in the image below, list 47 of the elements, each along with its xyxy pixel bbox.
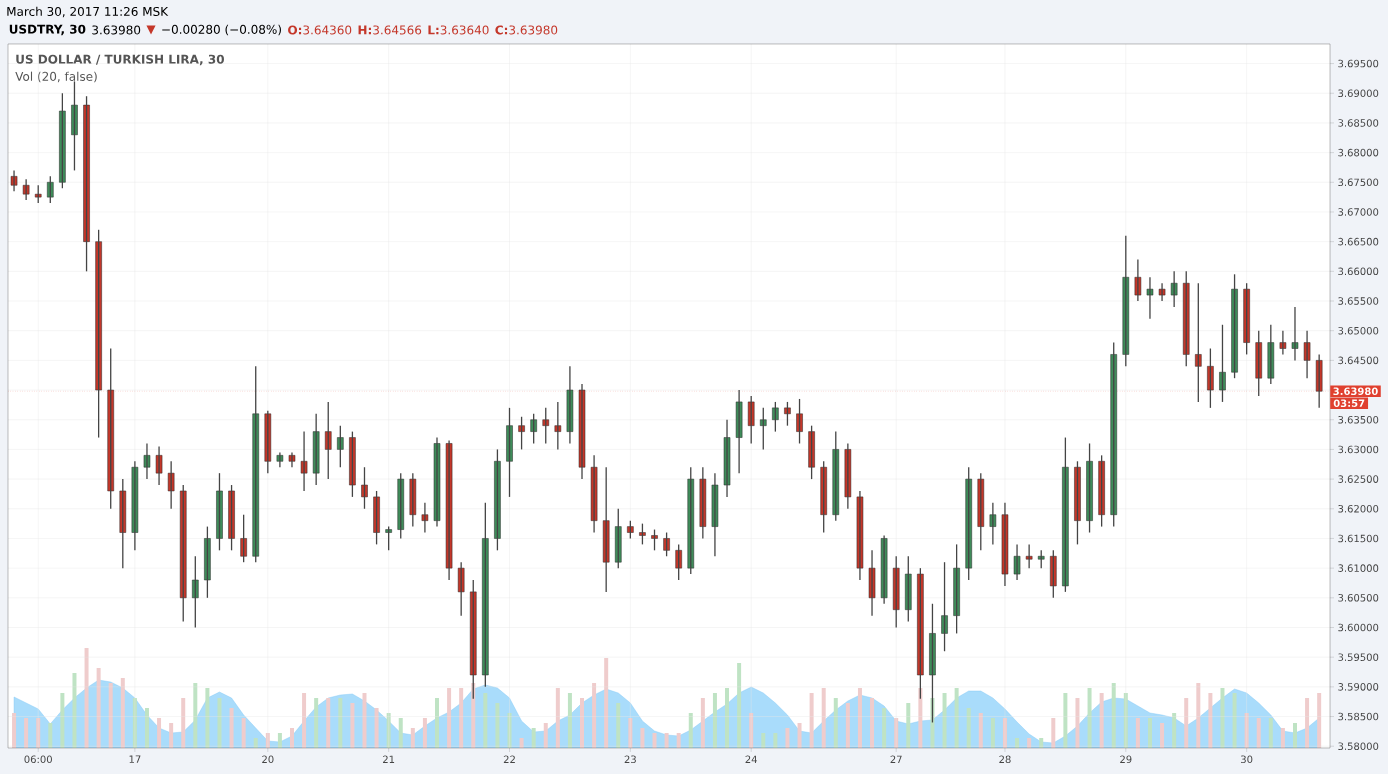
x-tick-label: 30 — [1241, 755, 1253, 764]
y-tick-label: 3.62000 — [1338, 504, 1379, 513]
y-tick-label: 3.69500 — [1338, 59, 1379, 68]
y-tick-label: 3.66000 — [1338, 267, 1379, 276]
y-tick-label: 3.66500 — [1338, 237, 1379, 246]
text: H:3.64566 — [358, 25, 422, 35]
y-tick-label: 3.64500 — [1338, 356, 1379, 365]
y-tick-label: 3.67500 — [1338, 178, 1379, 187]
y-tick-label: 3.60500 — [1338, 594, 1379, 602]
y-tick-label: 3.69000 — [1338, 89, 1379, 98]
text: O:3.64360 — [288, 25, 352, 35]
x-tick-label: 27 — [890, 755, 902, 763]
y-tick-label: 3.63000 — [1338, 445, 1379, 454]
x-tick-label: 20 — [262, 755, 274, 764]
x-tick-label: 24 — [745, 755, 757, 763]
text: US DOLLAR / TURKISH LIRA, 30 — [16, 54, 224, 66]
text: L:3.63640 — [428, 25, 489, 35]
text: −0.00280 (−0.08%) — [162, 24, 281, 36]
text: USDTRY, 30 — [9, 24, 86, 36]
y-tick-label: 3.63500 — [1338, 415, 1379, 424]
y-tick-label: 3.67000 — [1338, 208, 1379, 216]
chart-title: Vol (20, false) — [15, 71, 97, 83]
y-tick-label: 3.68000 — [1338, 148, 1379, 157]
text: C:3.63980 — [495, 25, 558, 35]
text: 03:57 — [1333, 399, 1365, 407]
x-tick-label: 06:00 — [24, 755, 52, 764]
x-tick-label: 21 — [383, 755, 395, 763]
y-tick-label: 3.58500 — [1338, 712, 1379, 721]
y-tick-label: 3.61000 — [1338, 564, 1379, 572]
x-tick-label: 29 — [1120, 755, 1132, 764]
y-tick-label: 3.62500 — [1338, 475, 1379, 483]
text: 3.63980 — [92, 25, 141, 35]
y-tick-label: 3.65000 — [1338, 326, 1379, 335]
y-tick-label: 3.61500 — [1338, 534, 1379, 543]
x-tick-label: 22 — [503, 755, 515, 763]
x-tick-label: 28 — [999, 755, 1011, 764]
y-tick-label: 3.59500 — [1338, 653, 1379, 661]
text: March 30, 2017 11:26 MSK — [7, 6, 169, 18]
text: ▼ — [146, 25, 156, 35]
ref-line-label: 3.63980 — [1333, 387, 1378, 396]
y-tick-label: 3.60000 — [1338, 623, 1379, 632]
y-tick-label: 3.58000 — [1338, 742, 1379, 750]
y-tick-label: 3.59000 — [1338, 683, 1379, 691]
y-tick-label: 3.68500 — [1338, 119, 1379, 127]
x-tick-label: 17 — [129, 755, 141, 763]
x-tick-label: 23 — [624, 755, 636, 764]
y-tick-label: 3.65500 — [1338, 297, 1379, 305]
